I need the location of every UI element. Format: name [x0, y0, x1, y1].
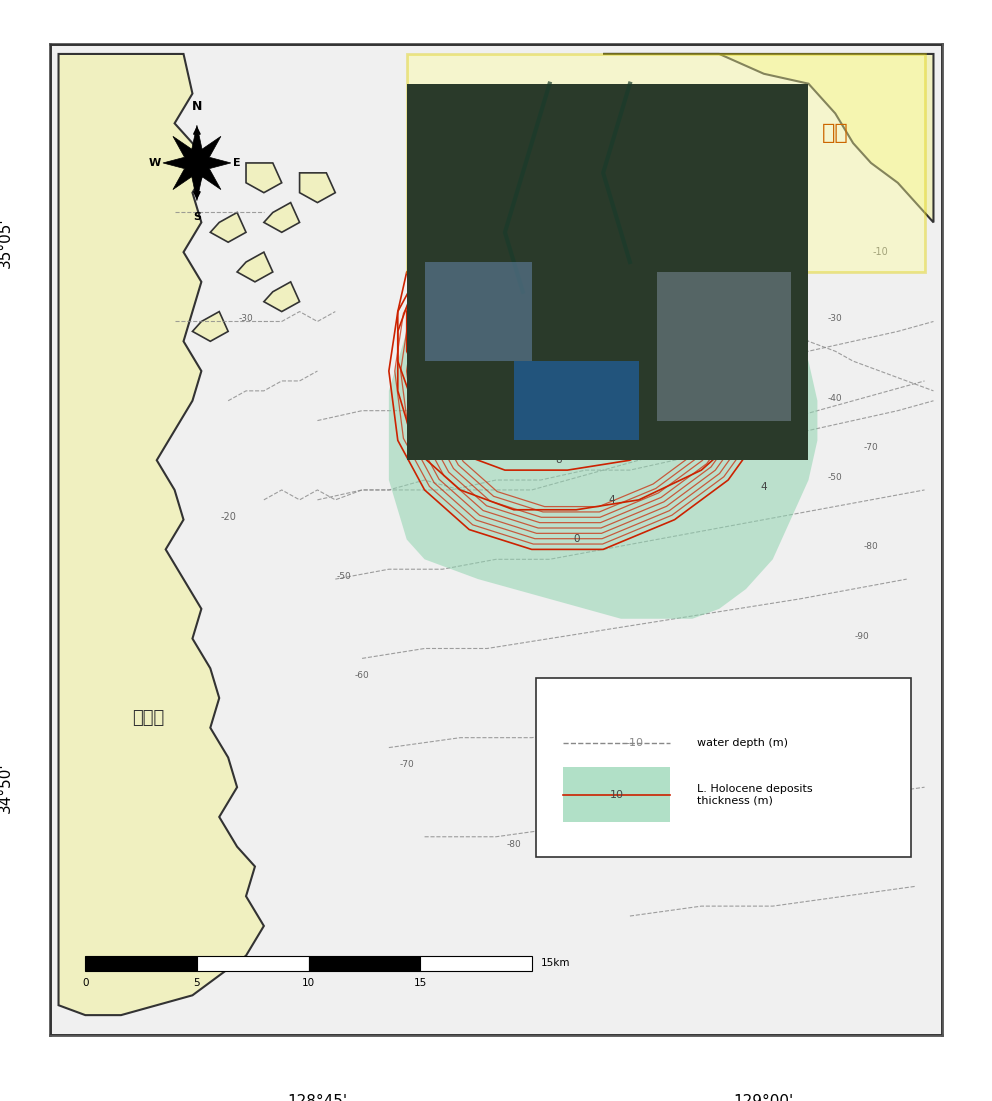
Text: 35°05': 35°05' — [0, 217, 13, 268]
Text: -80: -80 — [507, 840, 521, 849]
Text: -60: -60 — [355, 672, 369, 680]
Text: 12: 12 — [534, 425, 548, 436]
Text: -50: -50 — [337, 573, 351, 581]
Text: 128°45': 128°45' — [288, 1094, 347, 1101]
Polygon shape — [163, 126, 231, 200]
Text: 129°00': 129°00' — [734, 1094, 794, 1101]
Bar — [85, 956, 197, 971]
Text: 16: 16 — [418, 324, 432, 334]
Bar — [425, 262, 532, 361]
Text: -40: -40 — [828, 394, 842, 403]
Text: -20: -20 — [220, 512, 236, 522]
Text: 20: 20 — [569, 276, 583, 287]
Polygon shape — [264, 282, 300, 312]
Text: water depth (m): water depth (m) — [697, 738, 788, 748]
FancyBboxPatch shape — [536, 678, 912, 857]
Bar — [309, 956, 421, 971]
Bar — [407, 54, 925, 272]
Text: 15km: 15km — [541, 958, 570, 968]
Polygon shape — [210, 212, 246, 242]
Polygon shape — [264, 203, 300, 232]
Text: 34°50': 34°50' — [0, 762, 13, 813]
Text: 10: 10 — [302, 979, 315, 989]
Text: E: E — [232, 157, 240, 168]
Polygon shape — [246, 163, 282, 193]
Bar — [563, 767, 671, 821]
Text: -30: -30 — [828, 315, 842, 324]
Text: 부산: 부산 — [822, 123, 848, 143]
Text: -30: -30 — [239, 315, 253, 324]
Polygon shape — [603, 54, 933, 222]
Text: L. Holocene deposits
thickness (m): L. Holocene deposits thickness (m) — [697, 784, 812, 806]
Text: 12: 12 — [435, 264, 449, 274]
Text: 10: 10 — [609, 791, 624, 800]
Text: -50: -50 — [828, 473, 842, 482]
Polygon shape — [192, 312, 228, 341]
Text: 15: 15 — [414, 979, 427, 989]
Text: 0: 0 — [573, 534, 579, 545]
Text: W: W — [149, 157, 161, 168]
Text: 8: 8 — [556, 455, 561, 466]
Text: 5: 5 — [193, 979, 200, 989]
Text: 16: 16 — [552, 375, 565, 386]
Bar — [407, 84, 808, 460]
Text: -70: -70 — [400, 761, 414, 770]
Bar — [657, 272, 791, 421]
Text: -10: -10 — [872, 247, 888, 258]
Text: 거제도: 거제도 — [132, 709, 164, 727]
Text: N: N — [191, 100, 202, 113]
Polygon shape — [59, 54, 264, 1015]
Text: 4: 4 — [609, 494, 615, 505]
Bar — [514, 361, 639, 440]
Polygon shape — [237, 252, 273, 282]
Text: -10: -10 — [625, 738, 644, 748]
Polygon shape — [300, 173, 335, 203]
Text: 0: 0 — [82, 979, 88, 989]
Text: -90: -90 — [855, 632, 869, 641]
Text: 4: 4 — [761, 482, 767, 492]
Bar — [407, 84, 808, 460]
Text: S: S — [192, 212, 201, 222]
Bar — [196, 956, 309, 971]
Polygon shape — [389, 212, 817, 619]
Bar — [421, 956, 532, 971]
Text: -70: -70 — [864, 444, 878, 453]
Text: -80: -80 — [864, 543, 878, 552]
